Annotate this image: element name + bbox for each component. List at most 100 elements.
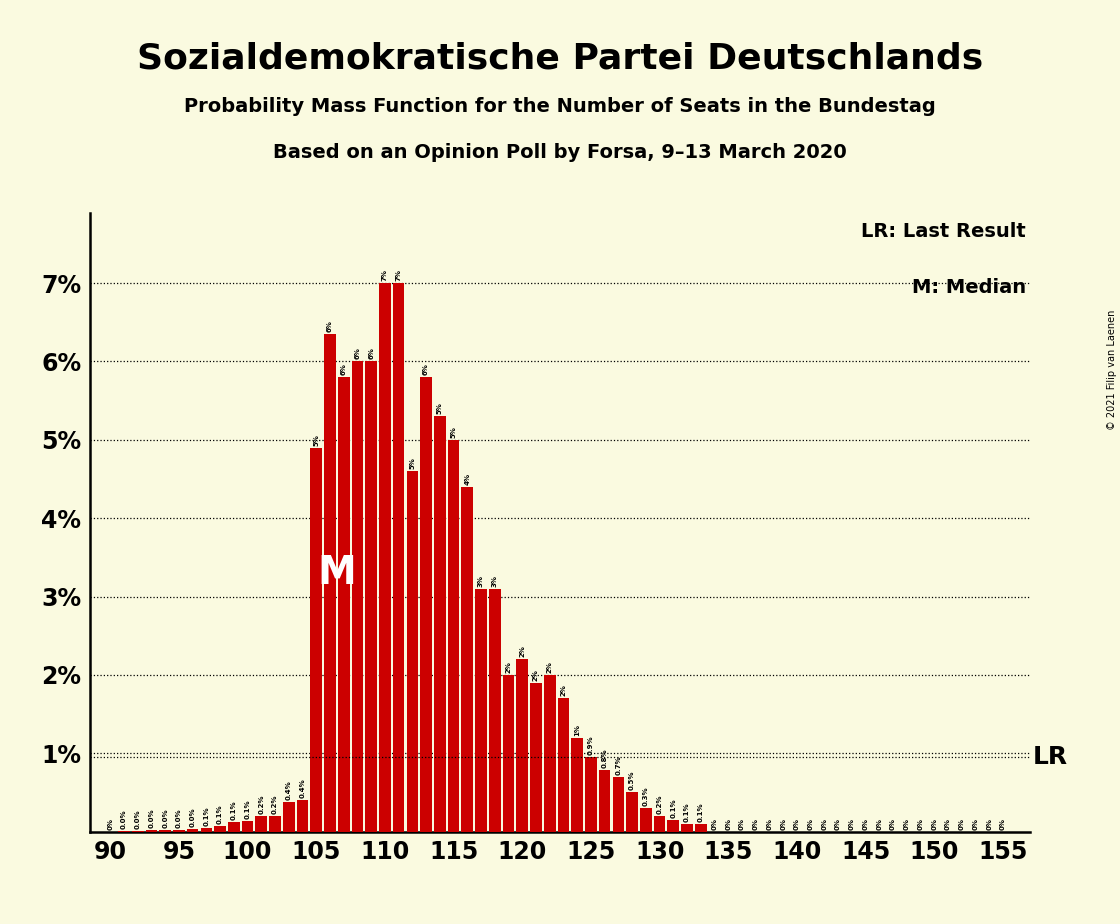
Bar [654, 816, 665, 832]
Text: 0.5%: 0.5% [629, 771, 635, 790]
Bar [352, 361, 363, 832]
Text: 0%: 0% [739, 818, 745, 830]
Text: M: M [317, 554, 356, 592]
Text: M: Median: M: Median [912, 277, 1026, 297]
Bar [159, 830, 171, 832]
Bar [681, 824, 693, 832]
Bar [694, 824, 707, 832]
Text: Sozialdemokratische Partei Deutschlands: Sozialdemokratische Partei Deutschlands [137, 42, 983, 76]
Text: 0%: 0% [808, 818, 813, 830]
Bar [571, 737, 584, 832]
Text: 5%: 5% [450, 426, 457, 438]
Text: 2%: 2% [560, 685, 567, 697]
Text: 0.9%: 0.9% [588, 736, 594, 755]
Text: 0%: 0% [821, 818, 828, 830]
Text: 0.0%: 0.0% [121, 809, 127, 829]
Bar [338, 377, 349, 832]
Text: 5%: 5% [437, 403, 442, 414]
Bar [599, 770, 610, 832]
Text: 0.1%: 0.1% [231, 800, 236, 821]
Bar [585, 757, 597, 832]
Bar [544, 675, 556, 832]
Text: 0.1%: 0.1% [217, 805, 223, 824]
Bar [516, 659, 528, 832]
Bar [146, 830, 157, 832]
Text: 6%: 6% [327, 320, 333, 332]
Text: 0.2%: 0.2% [656, 795, 663, 814]
Bar [228, 822, 240, 832]
Text: 2%: 2% [547, 661, 552, 673]
Text: 3%: 3% [492, 575, 497, 587]
Text: 0.0%: 0.0% [149, 808, 155, 828]
Bar [503, 675, 514, 832]
Bar [297, 800, 308, 832]
Bar [558, 699, 569, 832]
Text: 0.2%: 0.2% [272, 795, 278, 814]
Text: 0%: 0% [849, 818, 855, 830]
Text: 2%: 2% [533, 669, 539, 681]
Text: 0.8%: 0.8% [601, 748, 608, 768]
Text: LR: Last Result: LR: Last Result [861, 222, 1026, 241]
Text: 0%: 0% [876, 818, 883, 830]
Text: 0%: 0% [753, 818, 758, 830]
Bar [461, 487, 473, 832]
Text: 0.4%: 0.4% [286, 780, 291, 800]
Text: 0%: 0% [781, 818, 786, 830]
Bar [475, 589, 487, 832]
Text: Based on an Opinion Poll by Forsa, 9–13 March 2020: Based on an Opinion Poll by Forsa, 9–13 … [273, 143, 847, 163]
Bar [214, 826, 226, 832]
Text: 0%: 0% [972, 818, 979, 830]
Text: 0%: 0% [904, 818, 909, 830]
Text: 0%: 0% [931, 818, 937, 830]
Text: 0.3%: 0.3% [643, 786, 648, 806]
Bar [365, 361, 377, 832]
Text: 1%: 1% [575, 723, 580, 736]
Bar [324, 334, 336, 832]
Bar [242, 821, 253, 832]
Bar [187, 829, 198, 832]
Bar [172, 830, 185, 832]
Text: 7%: 7% [395, 269, 402, 281]
Text: 0%: 0% [794, 818, 800, 830]
Text: 0%: 0% [945, 818, 951, 830]
Text: 0.1%: 0.1% [244, 799, 251, 819]
Text: 0.1%: 0.1% [684, 802, 690, 821]
Text: 0%: 0% [836, 818, 841, 830]
Text: 6%: 6% [423, 363, 429, 375]
Text: 0%: 0% [917, 818, 924, 830]
Text: 5%: 5% [314, 433, 319, 445]
Bar [200, 828, 212, 832]
Text: 5%: 5% [409, 457, 416, 469]
Bar [530, 683, 542, 832]
Text: LR: LR [1034, 745, 1068, 769]
Text: 2%: 2% [520, 645, 525, 657]
Text: 0%: 0% [862, 818, 869, 830]
Text: 0%: 0% [890, 818, 896, 830]
Bar [668, 820, 679, 832]
Bar [420, 377, 432, 832]
Text: 2%: 2% [505, 661, 512, 673]
Text: 3%: 3% [478, 575, 484, 587]
Bar [310, 447, 323, 832]
Bar [640, 808, 652, 832]
Text: 0.1%: 0.1% [698, 802, 703, 821]
Text: © 2021 Filip van Laenen: © 2021 Filip van Laenen [1108, 310, 1117, 430]
Text: 0%: 0% [766, 818, 773, 830]
Bar [613, 777, 624, 832]
Text: 0.0%: 0.0% [162, 808, 168, 828]
Bar [448, 440, 459, 832]
Text: 6%: 6% [368, 347, 374, 359]
Text: 0%: 0% [1000, 818, 1006, 830]
Text: 4%: 4% [465, 473, 470, 485]
Text: 7%: 7% [382, 269, 388, 281]
Text: 0.4%: 0.4% [299, 779, 306, 798]
Text: 0.2%: 0.2% [259, 795, 264, 814]
Bar [489, 589, 501, 832]
Text: 0.1%: 0.1% [670, 798, 676, 818]
Text: 6%: 6% [354, 347, 361, 359]
Text: 0.0%: 0.0% [134, 809, 141, 829]
Bar [269, 816, 281, 832]
Text: 6%: 6% [340, 363, 347, 375]
Text: 0%: 0% [959, 818, 964, 830]
Text: 0.0%: 0.0% [176, 808, 181, 828]
